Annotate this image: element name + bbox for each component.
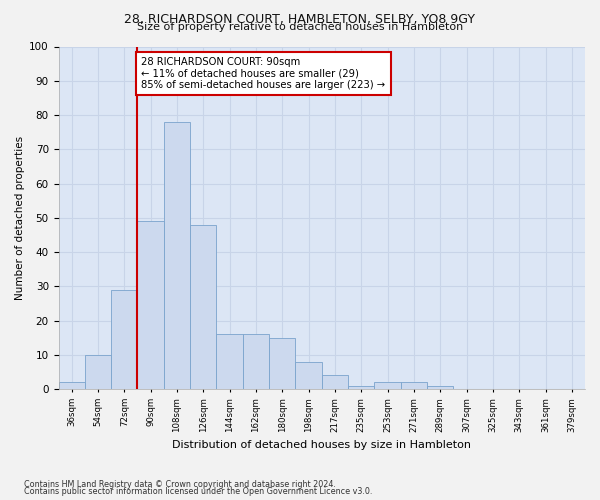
Bar xyxy=(85,355,111,389)
Bar xyxy=(295,362,322,389)
Bar xyxy=(348,386,374,389)
Bar xyxy=(59,382,85,389)
Text: 28, RICHARDSON COURT, HAMBLETON, SELBY, YO8 9GY: 28, RICHARDSON COURT, HAMBLETON, SELBY, … xyxy=(125,12,476,26)
Text: 28 RICHARDSON COURT: 90sqm
← 11% of detached houses are smaller (29)
85% of semi: 28 RICHARDSON COURT: 90sqm ← 11% of deta… xyxy=(142,57,386,90)
X-axis label: Distribution of detached houses by size in Hambleton: Distribution of detached houses by size … xyxy=(172,440,471,450)
Bar xyxy=(374,382,401,389)
Bar xyxy=(111,290,137,389)
Bar xyxy=(243,334,269,389)
Text: Contains HM Land Registry data © Crown copyright and database right 2024.: Contains HM Land Registry data © Crown c… xyxy=(24,480,336,489)
Bar xyxy=(190,224,217,389)
Bar xyxy=(322,376,348,389)
Bar xyxy=(427,386,454,389)
Text: Contains public sector information licensed under the Open Government Licence v3: Contains public sector information licen… xyxy=(24,487,373,496)
Bar xyxy=(137,222,164,389)
Bar xyxy=(217,334,243,389)
Bar xyxy=(164,122,190,389)
Text: Size of property relative to detached houses in Hambleton: Size of property relative to detached ho… xyxy=(137,22,463,32)
Bar xyxy=(269,338,295,389)
Y-axis label: Number of detached properties: Number of detached properties xyxy=(15,136,25,300)
Bar xyxy=(401,382,427,389)
